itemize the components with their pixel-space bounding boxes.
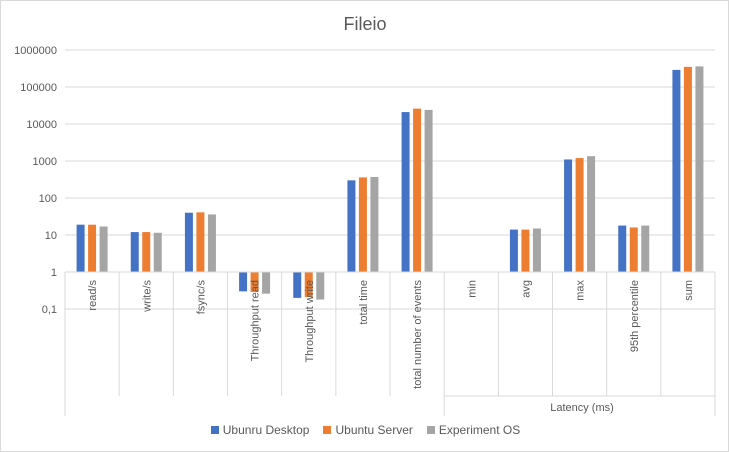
category-label: total number of events xyxy=(412,280,424,389)
category-labels: read/s write/s fsync/s Throughput read Throu… xyxy=(64,271,716,416)
bar xyxy=(293,272,302,298)
category-label: Throughput write xyxy=(304,280,316,363)
legend-item: Experiment OS xyxy=(426,423,521,437)
bar xyxy=(99,226,108,272)
bar xyxy=(575,158,584,272)
bar xyxy=(587,156,596,272)
category-label: read/s xyxy=(87,280,99,311)
chart-title: Fileio xyxy=(343,14,386,34)
bar xyxy=(76,224,85,272)
y-tick-label: 0,1 xyxy=(42,304,57,316)
bar xyxy=(316,272,325,300)
bar xyxy=(239,272,248,292)
y-tick-label: 1 xyxy=(51,267,57,279)
bar xyxy=(532,228,541,272)
bar xyxy=(304,272,313,298)
chart-plot: Fileio 0,1 1 10 100 1000 10000 100000 1000000 r… xyxy=(14,14,716,416)
bar xyxy=(196,212,205,272)
bars xyxy=(76,66,704,300)
category-label: write/s xyxy=(141,280,153,313)
bar xyxy=(509,229,518,272)
group-axis-label: Latency (ms) xyxy=(550,402,614,414)
y-tick-label: 100 xyxy=(39,193,57,205)
category-label: fsync/s xyxy=(195,280,207,315)
y-tick-label: 1000 xyxy=(33,156,57,168)
bar xyxy=(347,180,356,272)
bar xyxy=(413,108,422,272)
legend-swatch xyxy=(323,426,332,434)
bar xyxy=(564,159,573,272)
category-label: avg xyxy=(520,280,532,298)
bar xyxy=(618,225,627,272)
y-tick-label: 1000000 xyxy=(14,45,57,57)
legend-swatch xyxy=(210,426,219,434)
gridlines xyxy=(65,49,715,310)
legend-swatch xyxy=(426,426,435,434)
legend: Ubunru Desktop Ubuntu Server Experiment OS xyxy=(1,423,729,437)
legend-label: Experiment OS xyxy=(438,423,521,437)
legend-item: Ubunru Desktop xyxy=(210,423,310,437)
category-label: 95th percentile xyxy=(629,280,641,352)
legend-label: Ubunru Desktop xyxy=(222,423,310,437)
y-axis-tick-labels: 0,1 1 10 100 1000 10000 100000 1000000 xyxy=(14,45,57,316)
y-tick-label: 100000 xyxy=(20,82,57,94)
bar xyxy=(250,272,259,292)
bar xyxy=(358,177,367,272)
category-label: total time xyxy=(358,280,370,325)
bar xyxy=(130,232,139,272)
bar xyxy=(88,224,97,272)
bar xyxy=(401,112,410,273)
category-label: Throughput read xyxy=(250,280,262,361)
category-label: sum xyxy=(683,280,695,301)
y-tick-label: 10 xyxy=(45,230,57,242)
bar xyxy=(424,109,433,272)
bar xyxy=(370,176,379,272)
bar xyxy=(672,69,681,273)
bar xyxy=(184,212,193,272)
bar xyxy=(629,227,638,272)
legend-label: Ubuntu Server xyxy=(335,423,413,437)
category-label: min xyxy=(466,280,478,298)
y-tick-label: 10000 xyxy=(26,119,57,131)
legend-item: Ubuntu Server xyxy=(323,423,413,437)
bar xyxy=(142,232,151,272)
bar xyxy=(641,225,650,272)
bar xyxy=(695,66,704,272)
bar xyxy=(153,232,162,272)
category-label: max xyxy=(575,280,587,301)
bar xyxy=(262,272,271,294)
bar xyxy=(521,229,530,272)
bar xyxy=(207,214,216,272)
bar xyxy=(683,66,692,273)
